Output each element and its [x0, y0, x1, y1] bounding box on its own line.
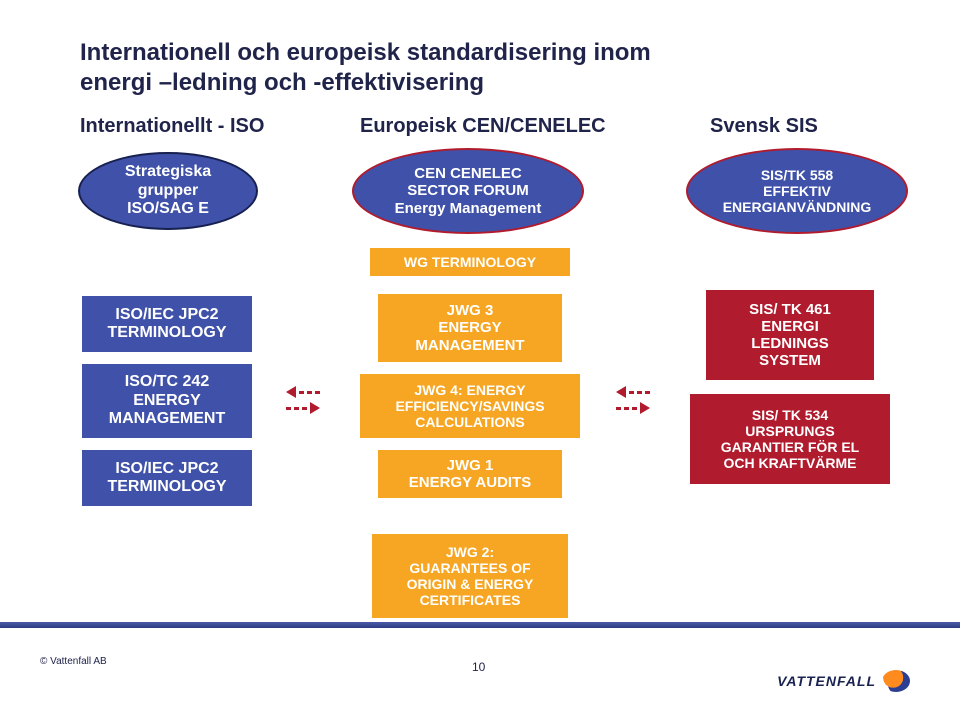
- rect-sis534: SIS/ TK 534URSPRUNGSGARANTIER FÖR ELOCH …: [690, 394, 890, 484]
- rect-line: CERTIFICATES: [420, 592, 521, 608]
- ellipse-cen-l3: Energy Management: [395, 200, 542, 217]
- rect-jwg2: JWG 2:GUARANTEES OFORIGIN & ENERGYCERTIF…: [372, 534, 568, 618]
- rect-line: LEDNINGS: [751, 335, 829, 352]
- dash-icon: [632, 407, 637, 410]
- rect-line: TERMINOLOGY: [107, 478, 226, 496]
- dash-icon: [624, 407, 629, 410]
- arrow-right-r: [616, 402, 650, 414]
- rect-jwg1: JWG 1ENERGY AUDITS: [378, 450, 562, 498]
- rect-line: SIS/ TK 534: [752, 407, 828, 423]
- arrow-right: [616, 386, 650, 414]
- col-head-left: Internationellt - ISO: [80, 115, 264, 138]
- rect-line: TERMINOLOGY: [107, 324, 226, 342]
- ellipse-cen-l2: SECTOR FORUM: [407, 182, 528, 199]
- rect-jpc2b: ISO/IEC JPC2TERMINOLOGY: [82, 450, 252, 506]
- page-number: 10: [472, 660, 485, 674]
- dash-icon: [307, 391, 312, 394]
- rect-line: JWG 2:: [446, 544, 494, 560]
- rect-line: ENERGY AUDITS: [409, 474, 532, 491]
- rect-line: ISO/TC 242: [125, 373, 209, 391]
- title-line-1: Internationell och europeisk standardise…: [80, 39, 651, 66]
- rect-line: JWG 4: ENERGY: [414, 382, 525, 398]
- rect-line: MANAGEMENT: [415, 337, 524, 354]
- ellipse-sis558-l1: SIS/TK 558: [761, 167, 833, 183]
- rect-line: ENERGY: [438, 319, 501, 336]
- rect-line: SIS/ TK 461: [749, 301, 831, 318]
- logo-text: VATTENFALL: [777, 673, 876, 689]
- rect-line: WG TERMINOLOGY: [404, 254, 536, 270]
- rect-jwg3: JWG 3ENERGYMANAGEMENT: [378, 294, 562, 362]
- triangle-left-icon: [616, 386, 626, 398]
- dash-icon: [294, 407, 299, 410]
- dash-icon: [299, 391, 304, 394]
- rect-line: MANAGEMENT: [109, 410, 225, 428]
- col-head-mid: Europeisk CEN/CENELEC: [360, 115, 606, 138]
- rect-jpc2a: ISO/IEC JPC2TERMINOLOGY: [82, 296, 252, 352]
- arrow-right-l: [616, 386, 650, 398]
- triangle-left-icon: [286, 386, 296, 398]
- rect-line: ENERGY: [133, 392, 201, 410]
- triangle-right-icon: [310, 402, 320, 414]
- ellipse-sis558-l3: ENERGIANVÄNDNING: [723, 199, 872, 215]
- dash-icon: [286, 407, 291, 410]
- rect-line: OCH KRAFTVÄRME: [724, 455, 857, 471]
- ellipse-sag-l3: ISO/SAG E: [127, 200, 209, 218]
- rect-line: SYSTEM: [759, 352, 821, 369]
- rect-line: JWG 3: [447, 302, 494, 319]
- rect-line: ENERGI: [761, 318, 819, 335]
- triangle-right-icon: [640, 402, 650, 414]
- dash-icon: [629, 391, 634, 394]
- rect-line: GUARANTEES OF: [409, 560, 530, 576]
- rect-line: CALCULATIONS: [415, 414, 524, 430]
- rect-tc242: ISO/TC 242ENERGYMANAGEMENT: [82, 364, 252, 438]
- rect-line: JWG 1: [447, 457, 494, 474]
- rect-line: GARANTIER FÖR EL: [721, 439, 859, 455]
- dash-icon: [616, 407, 621, 410]
- col-head-right: Svensk SIS: [710, 115, 818, 138]
- ellipse-sag: Strategiska grupper ISO/SAG E: [78, 152, 258, 230]
- logo-mark-icon: [882, 670, 910, 692]
- arrow-left-l: [286, 386, 320, 398]
- rect-wgterm: WG TERMINOLOGY: [370, 248, 570, 276]
- arrow-left: [286, 386, 320, 414]
- ellipse-sis558: SIS/TK 558 EFFEKTIV ENERGIANVÄNDNING: [686, 148, 908, 234]
- vattenfall-logo: VATTENFALL: [777, 670, 910, 692]
- slide-title: Internationell och europeisk standardise…: [80, 38, 651, 98]
- rect-line: URSPRUNGS: [745, 423, 834, 439]
- ellipse-cen-l1: CEN CENELEC: [414, 165, 522, 182]
- arrow-left-r: [286, 402, 320, 414]
- ellipse-sag-l1: Strategiska: [125, 163, 211, 181]
- rect-jwg4: JWG 4: ENERGYEFFICIENCY/SAVINGSCALCULATI…: [360, 374, 580, 438]
- ellipse-sis558-l2: EFFEKTIV: [763, 183, 831, 199]
- dash-icon: [637, 391, 642, 394]
- rect-line: ORIGIN & ENERGY: [407, 576, 534, 592]
- rect-line: ISO/IEC JPC2: [115, 306, 218, 324]
- title-line-2: energi –ledning och -effektivisering: [80, 69, 484, 96]
- rect-line: ISO/IEC JPC2: [115, 460, 218, 478]
- rect-line: EFFICIENCY/SAVINGS: [395, 398, 544, 414]
- footer-copyright: © Vattenfall AB: [40, 656, 107, 667]
- dash-icon: [645, 391, 650, 394]
- divider-band: [0, 622, 960, 628]
- ellipse-sag-l2: grupper: [138, 182, 198, 200]
- rect-sis461: SIS/ TK 461ENERGILEDNINGSSYSTEM: [706, 290, 874, 380]
- dash-icon: [302, 407, 307, 410]
- dash-icon: [315, 391, 320, 394]
- ellipse-cen: CEN CENELEC SECTOR FORUM Energy Manageme…: [352, 148, 584, 234]
